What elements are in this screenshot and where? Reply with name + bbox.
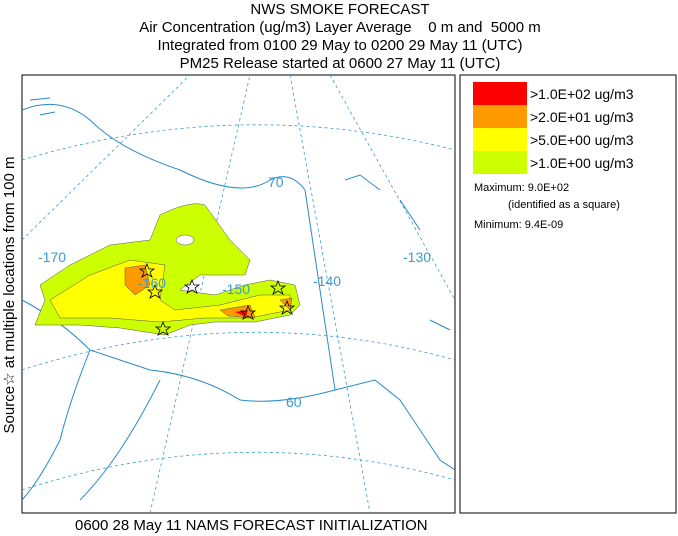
legend-label: >1.0E+02 ug/m3 xyxy=(530,86,634,102)
grid-label: -170 xyxy=(38,249,66,265)
graticule xyxy=(329,75,455,301)
legend-swatch xyxy=(473,128,527,151)
legend-label: >2.0E+01 ug/m3 xyxy=(530,109,634,125)
legend-label: >5.0E+00 ug/m3 xyxy=(530,132,634,148)
title: NWS SMOKE FORECAST xyxy=(250,1,429,18)
maximum: Maximum: 9.0E+02 xyxy=(474,182,569,194)
legend-swatch xyxy=(473,105,527,128)
map: -170 -160 -150 -140 -130 70 60 xyxy=(21,74,456,514)
coastline xyxy=(29,97,451,331)
grid-label: -160 xyxy=(138,275,166,291)
graticule xyxy=(22,451,455,491)
plume-hole xyxy=(175,234,195,246)
legend: Maximum: 9.0E+02 (identified as a square… xyxy=(459,74,677,514)
coastline xyxy=(22,103,306,191)
legend-swatch xyxy=(473,82,527,105)
source-star xyxy=(138,262,296,336)
graticule xyxy=(22,331,455,371)
grid-label: -140 xyxy=(313,273,341,289)
grid-label: -130 xyxy=(403,249,431,265)
grid-label: -150 xyxy=(222,281,250,297)
legend-label: >1.0E+00 ug/m3 xyxy=(530,155,634,171)
side-label: Source☆ at multiple locations from 100 m xyxy=(1,157,18,434)
smoke-plume xyxy=(49,259,291,323)
header-line: Integrated from 0100 29 May to 0200 29 M… xyxy=(158,37,523,54)
graticule xyxy=(22,124,455,161)
grid-label: 70 xyxy=(268,174,284,190)
header-line: PM25 Release started at 0600 27 May 11 (… xyxy=(180,55,501,72)
coastline xyxy=(22,299,336,402)
coastline xyxy=(79,379,161,501)
maximum-note: (identified as a square) xyxy=(508,199,620,211)
minimum: Minimum: 9.4E-09 xyxy=(474,219,563,231)
graticule xyxy=(289,75,371,513)
coastline xyxy=(22,349,91,501)
footer: 0600 28 May 11 NAMS FORECAST INITIALIZAT… xyxy=(75,517,428,534)
legend-swatch xyxy=(473,151,527,174)
grid-label: 60 xyxy=(286,394,302,410)
header-line: Air Concentration (ug/m3) Layer Average … xyxy=(139,19,541,36)
